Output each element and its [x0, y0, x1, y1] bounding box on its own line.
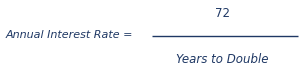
Text: Annual Interest Rate =: Annual Interest Rate = [6, 30, 134, 39]
Text: 72: 72 [215, 7, 230, 20]
Text: Years to Double: Years to Double [176, 53, 269, 66]
